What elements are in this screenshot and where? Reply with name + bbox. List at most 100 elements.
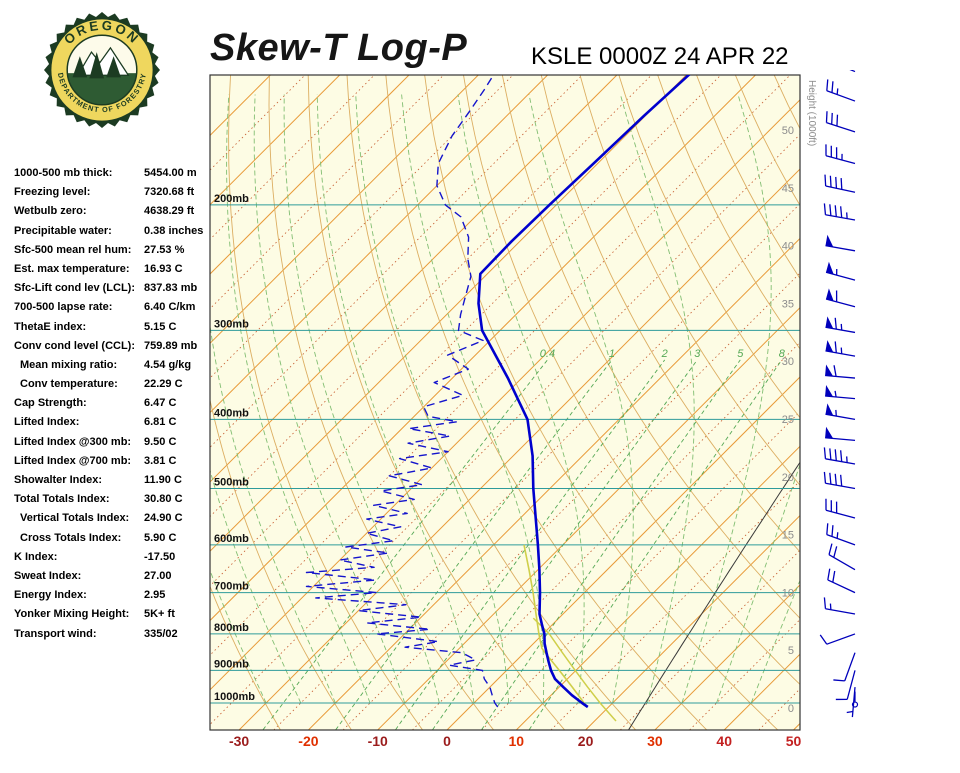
index-label: K Index: [14,548,144,567]
index-label: 1000-500 mb thick: [14,164,144,183]
index-value: 4.54 g/kg [144,356,191,375]
index-row: Mean mixing ratio:4.54 g/kg [14,356,212,375]
index-value: 24.90 C [144,509,183,528]
index-label: Precipitable water: [14,222,144,241]
temp-axis-label: 50 [786,733,802,749]
temp-axis-label: 20 [578,733,594,749]
index-label: Lifted Index @300 mb: [14,433,144,452]
index-label: Cross Totals Index: [20,529,144,548]
index-row: Yonker Mixing Height:5K+ ft [14,605,212,624]
index-value: 27.00 [144,567,172,586]
index-row: Freezing level:7320.68 ft [14,183,212,202]
pressure-label: 300mb [214,318,249,330]
index-label: Energy Index: [14,586,144,605]
pressure-label: 700mb [214,581,249,593]
index-value: 0.38 inches [144,222,203,241]
index-value: 5454.00 m [144,164,197,183]
index-value: -17.50 [144,548,175,567]
index-value: 5.90 C [144,529,176,548]
index-value: 837.83 mb [144,279,197,298]
index-label: Freezing level: [14,183,144,202]
index-label: 700-500 lapse rate: [14,298,144,317]
index-row: Vertical Totals Index:24.90 C [14,509,212,528]
index-row: Transport wind:335/02 [14,625,212,644]
index-row: Energy Index:2.95 [14,586,212,605]
index-row: Wetbulb zero:4638.29 ft [14,202,212,221]
index-value: 27.53 % [144,241,184,260]
index-row: Lifted Index @300 mb:9.50 C [14,433,212,452]
index-value: 2.95 [144,586,165,605]
index-label: Mean mixing ratio: [20,356,144,375]
index-label: ThetaE index: [14,318,144,337]
pressure-label: 200mb [214,193,249,205]
height-tick: 20 [782,472,794,484]
height-tick: 5 [788,645,794,657]
pressure-label: 600mb [214,533,249,545]
height-tick: 10 [782,587,794,599]
index-label: Sweat Index: [14,567,144,586]
pressure-label: 500mb [214,476,249,488]
index-row: 1000-500 mb thick:5454.00 m [14,164,212,183]
height-tick: 30 [782,356,794,368]
index-label: Vertical Totals Index: [20,509,144,528]
index-value: 5.15 C [144,318,176,337]
height-tick: 35 [782,298,794,310]
index-label: Showalter Index: [14,471,144,490]
index-value: 5K+ ft [144,605,175,624]
index-value: 22.29 C [144,375,183,394]
page-title: Skew-T Log-P [210,27,467,70]
wind-barbs [820,70,857,717]
station-info: KSLE 0000Z 24 APR 22 [531,43,789,71]
index-label: Est. max temperature: [14,260,144,279]
index-value: 7320.68 ft [144,183,194,202]
mixing-ratio-label: 3 [694,348,701,360]
index-label: Conv temperature: [20,375,144,394]
index-value: 759.89 mb [144,337,197,356]
plot-background [210,75,800,730]
odf-logo: OREGON DEPARTMENT OF FORESTRY [44,12,160,128]
index-row: Total Totals Index:30.80 C [14,490,212,509]
index-label: Conv cond level (CCL): [14,337,144,356]
mixing-ratio-label: 2 [661,348,668,360]
index-value: 6.81 C [144,413,176,432]
temp-axis-label: -30 [229,733,249,749]
index-row: Est. max temperature:16.93 C [14,260,212,279]
index-label: Cap Strength: [14,394,144,413]
height-tick: 25 [782,414,794,426]
index-label: Sfc-500 mean rel hum: [14,241,144,260]
index-value: 335/02 [144,625,178,644]
index-value: 6.47 C [144,394,176,413]
index-row: K Index:-17.50 [14,548,212,567]
pressure-label: 800mb [214,622,249,634]
height-axis-label: Height (1000ft) [806,80,817,146]
height-tick: 50 [782,125,794,137]
index-label: Total Totals Index: [14,490,144,509]
index-row: Precipitable water:0.38 inches [14,222,212,241]
mixing-ratio-label: 5 [737,348,744,360]
index-row: Cross Totals Index:5.90 C [14,529,212,548]
temp-axis-label: 30 [647,733,663,749]
temp-axis-label: 40 [716,733,732,749]
index-label: Yonker Mixing Height: [14,605,144,624]
temp-axis-label: 10 [509,733,525,749]
temp-axis-label: 0 [443,733,451,749]
index-value: 4638.29 ft [144,202,194,221]
index-value: 3.81 C [144,452,176,471]
height-tick: 0 [788,703,794,715]
index-row: Cap Strength:6.47 C [14,394,212,413]
index-row: Lifted Index:6.81 C [14,413,212,432]
pressure-label: 1000mb [214,691,255,703]
index-value: 30.80 C [144,490,183,509]
pressure-label: 900mb [214,658,249,670]
index-row: Showalter Index:11.90 C [14,471,212,490]
index-label: Lifted Index @700 mb: [14,452,144,471]
index-row: Lifted Index @700 mb:3.81 C [14,452,212,471]
index-row: 700-500 lapse rate:6.40 C/km [14,298,212,317]
height-tick: 40 [782,241,794,253]
index-value: 9.50 C [144,433,176,452]
index-row: Sweat Index:27.00 [14,567,212,586]
